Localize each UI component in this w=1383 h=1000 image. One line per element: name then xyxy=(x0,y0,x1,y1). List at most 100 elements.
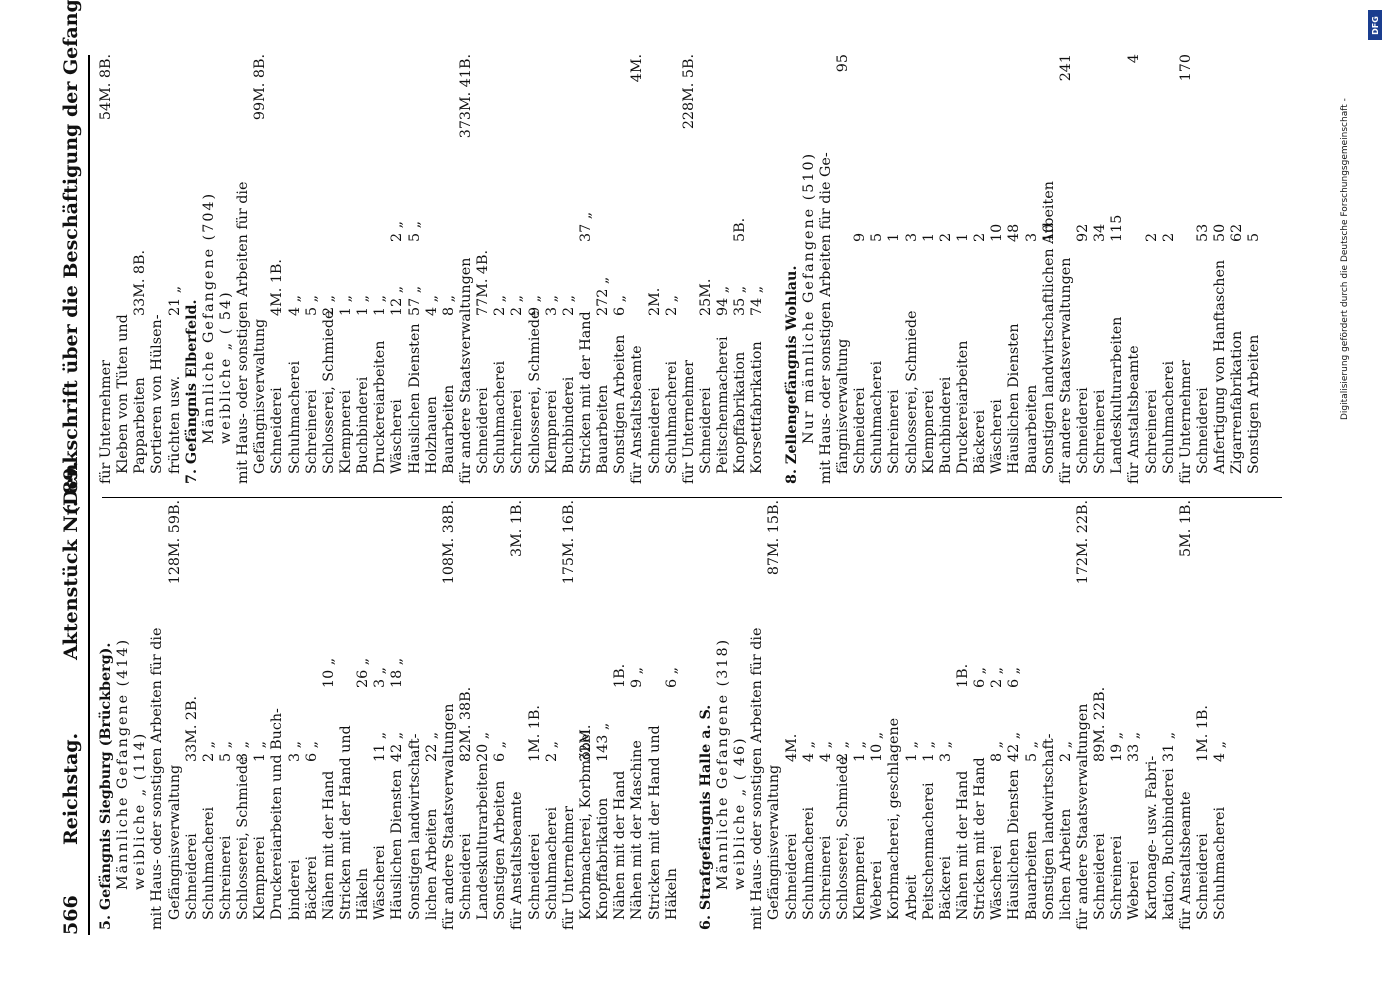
row-label: Schneiderei xyxy=(1195,387,1211,474)
row-value: 92 xyxy=(1075,223,1092,242)
row-label: Schneiderei xyxy=(1092,833,1109,920)
table-row: für Unternehmer 228M. 5B. xyxy=(681,54,698,484)
table-row: Weberei 10 „ xyxy=(869,500,886,930)
table-row: Landeskulturarbeiten 115 xyxy=(1109,54,1126,484)
row-label: Nähen mit der Maschine xyxy=(629,740,646,920)
row-total: 4M. xyxy=(629,54,646,83)
table-row: weibliche „ ( 54) xyxy=(218,54,235,484)
table-row: Korbmacherei, geschlagene xyxy=(886,500,903,930)
row-total: 99M. 8B. xyxy=(252,54,269,121)
row-label: Klempnerei xyxy=(852,836,869,920)
table-row: Knopffabrikation 143 „ xyxy=(595,500,612,930)
row-label: Klempnerei xyxy=(543,390,560,474)
row-label: Schuhmacherei xyxy=(800,806,817,920)
row-label: Häkeln xyxy=(663,868,680,920)
row-label: Schneiderei xyxy=(697,387,714,474)
row-value: 4 „ xyxy=(817,740,834,762)
table-row: Klempnerei 1 „ xyxy=(852,500,869,930)
rotated-page: 566 Reichstag. Aktenstück Nr. 89. (Denks… xyxy=(42,0,1302,960)
row-label: Arbeit xyxy=(903,874,920,920)
row-label: Bauarbeiten xyxy=(440,384,457,474)
table-row: Sonstigen landwirtschaftlichen Arbeiten 1… xyxy=(1041,54,1058,484)
table-row: Druckereiarbeiten 1 „ xyxy=(372,54,389,484)
row-value: 1 „ xyxy=(337,294,354,316)
row-label: Zigarrenfabrikation xyxy=(1229,330,1246,474)
table-row: Schneiderei 9 xyxy=(852,54,869,484)
row-label: Peitschenmacherei xyxy=(715,336,732,474)
table-row: mit Haus- oder sonstigen Arbeiten für di… xyxy=(235,54,252,484)
table-row xyxy=(681,500,698,930)
table-row: Wäscherei 11 „ 3 „ xyxy=(372,500,389,930)
row-value: 6 „ xyxy=(972,666,989,688)
table-row: Schneiderei 77M. 4B. xyxy=(475,54,492,484)
page-header: 566 Reichstag. Aktenstück Nr. 89. (Denks… xyxy=(48,0,92,935)
row-value: 42 „ xyxy=(1006,731,1023,762)
row-value: 3 „ xyxy=(286,740,303,762)
table-row: für Unternehmer 175M. 16B. xyxy=(561,500,578,930)
row-value: 8 „ xyxy=(440,294,457,316)
row-value: 2 „ xyxy=(492,294,509,316)
row-label: Landeskulturarbeiten xyxy=(475,762,492,920)
table-row: Schneiderei 82M. 38B. xyxy=(458,500,475,930)
row-label: für Unternehmer xyxy=(560,806,577,930)
table-row: Stricken mit der Hand und xyxy=(647,500,664,930)
row-value: 5 xyxy=(1246,232,1263,242)
row-value: 11 „ xyxy=(372,731,389,762)
row-label: Schreinerei xyxy=(1143,389,1160,474)
row-label: Bäckerei xyxy=(972,409,989,474)
digitization-credit: Digitalisierung gefördert durch die Deut… xyxy=(1340,98,1350,420)
row-value: 34 xyxy=(1092,223,1109,242)
row-label: Schreinerei xyxy=(1092,389,1109,474)
row-label: mit Haus- oder sonstigen Arbeiten für di… xyxy=(817,152,834,484)
row-label: Schreinerei xyxy=(1109,835,1126,920)
table-row: Klempnerei 1 xyxy=(921,54,938,484)
row-value: 2 „ xyxy=(560,294,577,316)
table-row: für andere Staatsverwaltungen 241 xyxy=(1058,54,1075,484)
row-label: Sonstigen landwirtschaft- xyxy=(1040,733,1057,920)
table-row: Sonstigen Arbeiten 6 „ xyxy=(612,54,629,484)
row-label: Bauarbeiten xyxy=(595,384,612,474)
document-title: (Denkschrift über die Beschäftigung der … xyxy=(60,0,82,515)
table-row: Männliche Gefangene (414) xyxy=(115,500,132,930)
row-label: weibliche „ (114) xyxy=(132,731,149,890)
row-value: 62 xyxy=(1229,223,1246,242)
row-label: weibliche „ ( 46) xyxy=(732,736,749,890)
row-label: Sonstigen Arbeiten xyxy=(612,334,629,474)
row-label: Schreinerei xyxy=(217,835,234,920)
row-label: Schreinerei xyxy=(303,389,320,474)
row-total: 54M. 8B. xyxy=(98,54,114,121)
table-row: kation, Buchbinderei 31 „ xyxy=(1161,500,1178,930)
row-value: 2 „ xyxy=(835,740,852,762)
table-row: für Unternehmer 170 xyxy=(1178,54,1195,484)
row-value: 5 „ xyxy=(406,220,423,242)
table-row: Häkeln 6 „ xyxy=(664,500,681,930)
table-row: Schneiderei 92 xyxy=(1075,54,1092,484)
table-row: Bauarbeiten 3 xyxy=(1024,54,1041,484)
row-value: 4M. xyxy=(783,733,800,762)
row-label: für andere Staatsverwaltungen xyxy=(1057,257,1074,484)
row-total: 108M. 38B. xyxy=(440,500,457,585)
row-value: 1 „ xyxy=(372,294,389,316)
row-value: 1 xyxy=(920,232,937,242)
table-row: Schneiderei 1M. 1B. xyxy=(527,500,544,930)
table-row: fängnisverwaltung 95 xyxy=(835,54,852,484)
row-label: Schreinerei xyxy=(817,835,834,920)
row-label: Wäscherei xyxy=(989,399,1006,474)
table-row: Sonstigen Arbeiten 6 „ xyxy=(492,500,509,930)
row-label: Schlosserei, Schmiede xyxy=(320,310,337,475)
row-label: Stricken mit der Hand und xyxy=(337,725,354,920)
row-value: 20 „ xyxy=(475,731,492,762)
table-row: Bauarbeiten 272 „ xyxy=(595,54,612,484)
row-value: 4 „ xyxy=(286,294,303,316)
page-number: 566 xyxy=(60,895,82,935)
row-label: 5. Gefängnis Siegburg (Brückberg). xyxy=(98,642,114,930)
row-label: Anfertigung von Hanftaschen xyxy=(1212,259,1229,474)
row-label: Häkeln xyxy=(355,868,372,920)
row-value: 2 „ xyxy=(200,740,217,762)
row-label: fängnisverwaltung xyxy=(835,338,852,474)
table-row: Buchbinderei 2 „ xyxy=(561,54,578,484)
row-value: 3 xyxy=(1023,232,1040,242)
row-value: 10 xyxy=(1040,223,1057,242)
row-total: 5M. 1B. xyxy=(1177,500,1194,557)
row-value: 1B. xyxy=(612,663,629,688)
